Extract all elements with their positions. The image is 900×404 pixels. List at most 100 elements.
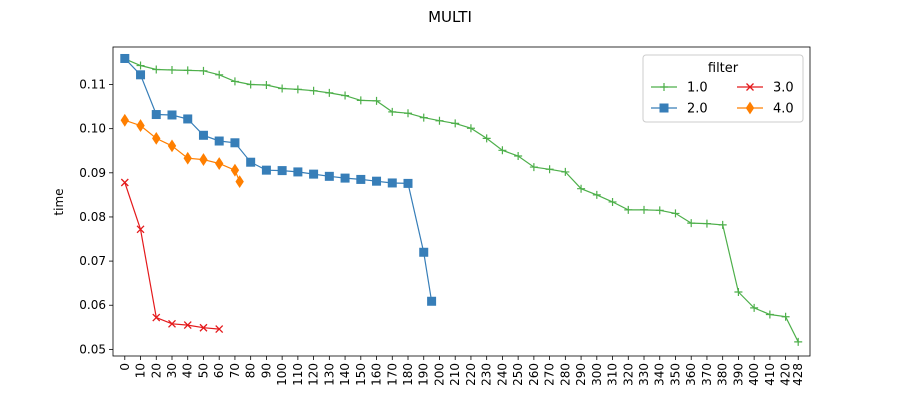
x-tick-label: 30 [165,363,179,378]
data-point [198,130,208,140]
data-point [671,209,680,218]
data-point [356,174,366,184]
x-tick-label: 390 [731,363,745,386]
legend-label: 2.0 [687,102,708,117]
data-point [214,136,224,146]
data-point [199,323,208,332]
data-point [246,157,256,167]
data-point [309,86,318,95]
data-point [419,247,429,257]
data-point [183,66,192,75]
x-tick-label: 360 [684,363,698,386]
data-point [167,110,177,120]
data-point [199,66,208,75]
x-tick-label: 180 [401,363,415,386]
data-point [151,110,161,120]
x-tick-label: 80 [244,363,258,378]
data-point [136,119,145,132]
legend-item-4-0: 4.0 [737,102,794,117]
data-point [608,197,617,206]
data-point [136,61,145,70]
data-point [230,163,240,177]
data-point [278,84,287,93]
legend-swatch-marker [659,103,669,113]
x-tick-label: 370 [700,363,714,386]
x-tick-label: 200 [432,363,446,386]
plot-area [120,53,803,346]
legend-label: 3.0 [773,81,794,96]
data-point [230,138,240,148]
legend: filter 1.0 2.0 3.0 4.0 [642,54,804,123]
x-tick-label: 90 [259,363,273,378]
x-tick-label: 310 [606,363,620,386]
data-point [750,303,759,312]
data-point [246,80,255,89]
data-point [482,134,491,143]
data-point [183,151,192,165]
data-point [765,310,774,319]
y-tick-label: 0.06 [79,298,106,312]
x-tick-label: 40 [181,363,195,378]
x-tick-label: 170 [385,363,399,386]
legend-swatch-marker [660,83,668,91]
data-point [168,319,176,328]
axes: 0.05 0.06 0.07 0.08 0.09 0.10 0.11 0 10 20 30 40 50 6… [79,46,811,386]
legend-item-2-0: 2.0 [651,102,708,117]
data-point [718,220,727,229]
data-point [529,163,538,172]
data-point [235,175,244,189]
x-tick-label: 50 [196,363,210,378]
series-line [124,182,220,330]
x-tick-label: 140 [338,363,352,386]
x-tick-label: 70 [228,363,242,378]
data-point [340,173,350,183]
x-tick-label: 150 [354,363,368,386]
legend-label: 4.0 [773,102,794,117]
x-tick-label: 20 [149,363,163,378]
x-tick-label: 260 [527,363,541,386]
data-point [794,337,803,346]
y-tick-label: 0.10 [79,122,106,136]
x-tick-label: 130 [322,363,336,386]
x-tick-label: 428 [791,363,805,386]
x-tick-label: 240 [495,363,509,386]
data-point [640,205,649,214]
x-tick-label: 220 [464,363,478,386]
x-tick-label: 60 [212,363,226,378]
data-point [687,219,696,228]
legend-swatch-marker [746,83,754,91]
legend-item-1-0: 1.0 [651,81,708,96]
data-point [403,178,413,188]
data-point [120,53,130,63]
data-point [152,131,161,145]
data-point [419,113,428,122]
data-point [372,176,382,186]
x-tick-label: 380 [716,363,730,386]
data-point [404,109,413,118]
x-tick-label: 420 [779,363,793,386]
chart-title: MULTI [428,8,472,26]
data-point [514,152,523,161]
data-point [215,70,224,79]
y-tick-label: 0.08 [79,210,106,224]
data-point [781,312,790,321]
x-tick-label: 350 [668,363,682,386]
y-axis-label: time [52,188,66,215]
data-point [183,114,193,124]
data-point [325,88,334,97]
x-tick-label: 120 [307,363,321,386]
x-tick-label: 340 [653,363,667,386]
y-tick-label: 0.11 [79,78,106,92]
data-point [388,107,397,116]
x-tick-label: 280 [558,363,572,386]
data-point [293,167,303,177]
y-tick-label: 0.09 [79,166,106,180]
plot-frame [112,46,811,357]
x-tick-label: 270 [543,363,557,386]
data-point [120,113,129,127]
x-tick-label: 250 [511,363,525,386]
data-point [136,70,146,80]
data-point [655,206,664,215]
